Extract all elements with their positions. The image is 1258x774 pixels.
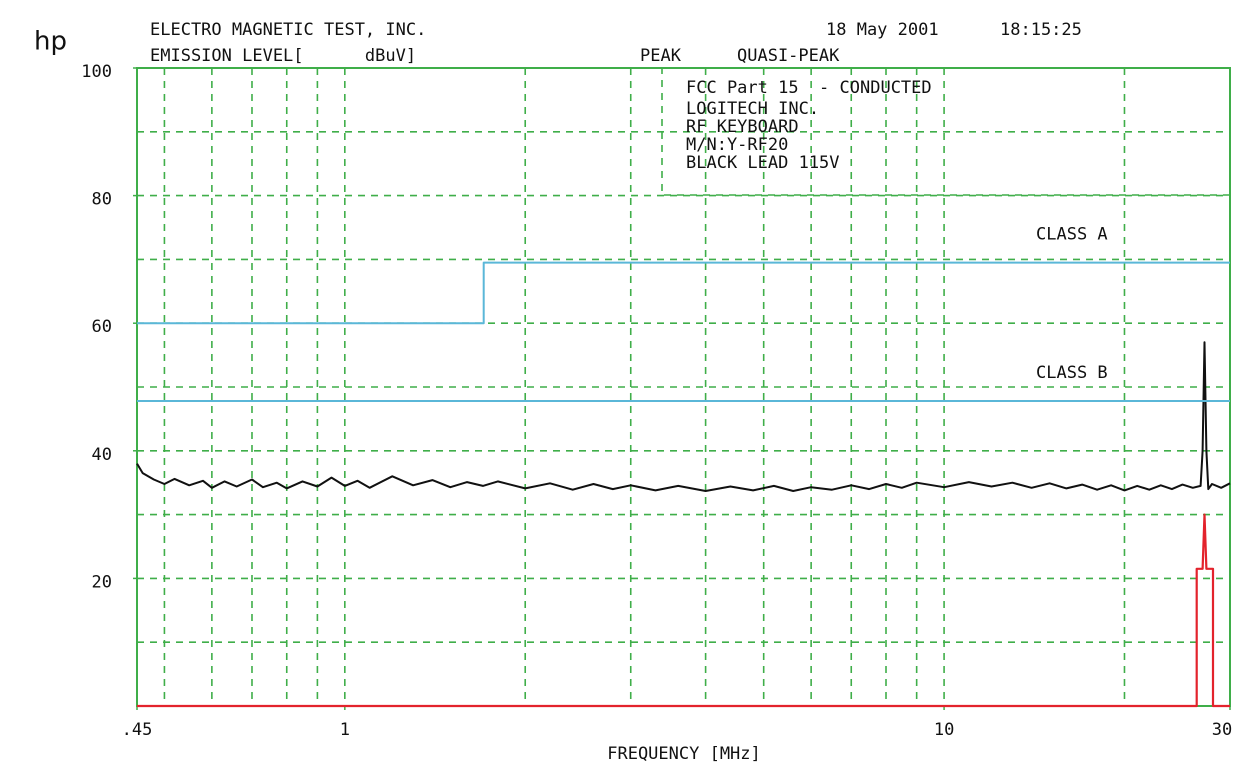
y-axis-label: EMISSION LEVEL[ dBuV] [150, 46, 416, 66]
y-tick-label: 60 [92, 317, 112, 337]
y-tick-label: 80 [92, 190, 112, 210]
legend-entry: QUASI-PEAK [737, 46, 840, 66]
annotation: BLACK LEAD 115V [686, 153, 840, 173]
y-tick-label: 40 [92, 445, 112, 465]
y-tick-label: 100 [81, 62, 112, 82]
x-tick-label: .45 [122, 720, 153, 740]
annotation: LOGITECH INC. [686, 99, 819, 119]
y-tick-label: 20 [92, 572, 112, 592]
x-axis-label: FREQUENCY [MHz] [607, 744, 761, 764]
series-line [137, 261, 1230, 325]
legend-entry: PEAK [640, 46, 682, 66]
x-tick-label: 10 [934, 720, 954, 740]
series-line [137, 513, 1230, 708]
limit-label: CLASS A [1036, 225, 1108, 245]
annotation: M/N:Y-RF20 [686, 135, 788, 155]
logo: hp [34, 27, 67, 57]
annotation: FCC Part 15 - CONDUCTED [686, 78, 932, 98]
annotation-box [661, 68, 1230, 196]
limit-label: CLASS B [1036, 363, 1108, 383]
x-tick-label: 1 [340, 720, 350, 740]
time: 18:15:25 [1000, 20, 1082, 40]
annotation: RF KEYBOARD [686, 117, 799, 137]
x-tick-label: 30 [1212, 720, 1232, 740]
chart-title: ELECTRO MAGNETIC TEST, INC. [150, 20, 426, 40]
series-line [136, 341, 1231, 492]
date: 18 May 2001 [826, 20, 939, 40]
